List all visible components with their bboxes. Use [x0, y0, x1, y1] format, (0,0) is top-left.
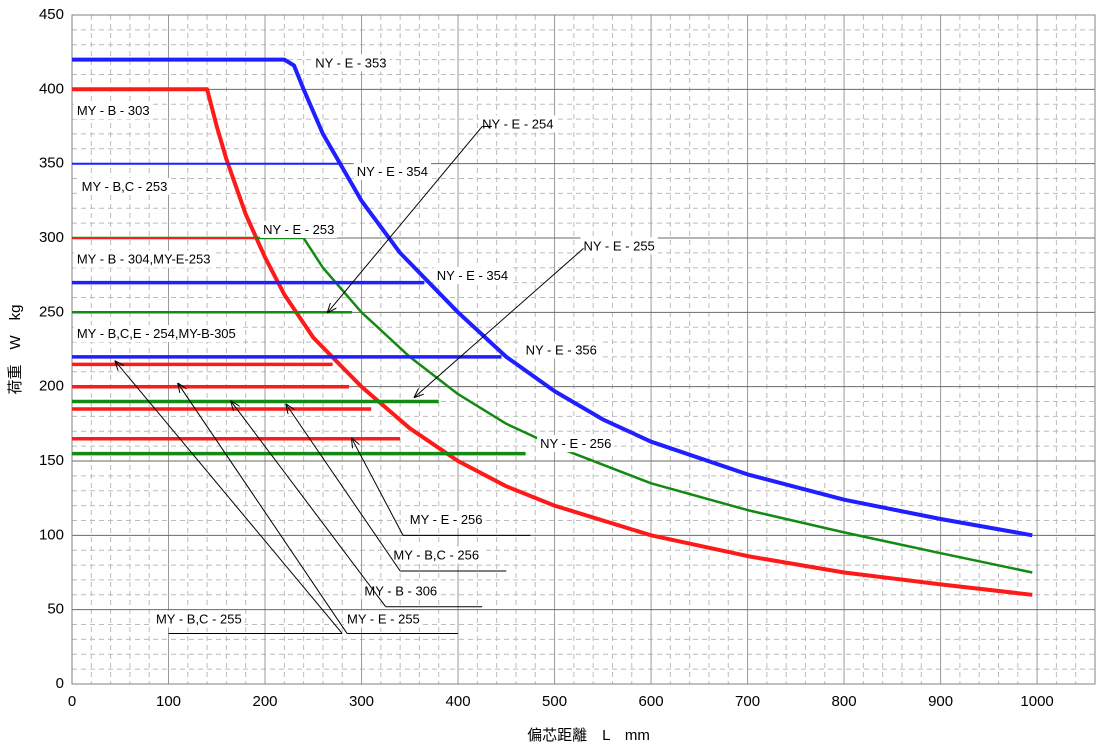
annotation-label-background — [580, 237, 658, 255]
series-annotation-label: NY - E - 254 — [482, 116, 553, 131]
x-tick-label: 500 — [542, 693, 567, 710]
annotation-label-background — [361, 582, 441, 600]
annotation-label-background — [406, 510, 486, 528]
annotation-label-background — [73, 102, 153, 120]
x-axis-tick-labels: 0 100 200 300 400 500 600 700 800 900 1000 — [68, 693, 1054, 710]
series-annotation-label: NY - E - 253 — [263, 222, 334, 237]
x-tick-label: 400 — [446, 693, 471, 710]
series-green-300 — [72, 236, 1033, 574]
y-tick-label: 100 — [39, 526, 64, 543]
x-tick-label: 0 — [68, 693, 76, 710]
series-annotation-label: MY - B - 303 — [77, 103, 150, 118]
annotation-label-background — [522, 341, 600, 359]
annotation-label-background — [152, 610, 245, 628]
series-annotation-label: MY - B - 304,MY-E-253 — [77, 252, 211, 267]
x-tick-label: 1000 — [1020, 693, 1053, 710]
x-tick-label: 700 — [735, 693, 760, 710]
leader-arrow — [178, 384, 348, 634]
y-tick-label: 200 — [39, 378, 64, 395]
leader-arrow — [352, 439, 404, 536]
y-tick-label: 350 — [39, 155, 64, 172]
annotation-label-background — [260, 221, 338, 239]
plot-frame — [71, 14, 1096, 685]
leader-arrow — [328, 126, 483, 313]
y-tick-label: 50 — [47, 601, 64, 618]
label-background-layer — [73, 54, 658, 628]
y-tick-label: 300 — [39, 229, 64, 246]
series-red-400 — [72, 87, 1033, 597]
leader-line-layer — [115, 126, 584, 634]
series-annotation-label: MY - E - 255 — [347, 612, 420, 627]
annotation-label-background — [353, 163, 431, 181]
series-annotation-label: NY - E - 256 — [540, 436, 611, 451]
y-axis-title: 荷重 W kg — [7, 304, 24, 394]
y-tick-label: 150 — [39, 452, 64, 469]
annotation-label-background — [433, 267, 512, 285]
x-tick-label: 600 — [639, 693, 664, 710]
y-tick-label: 0 — [56, 675, 64, 692]
series-annotation-label: MY - B,C - 253 — [82, 179, 168, 194]
y-tick-label: 400 — [39, 80, 64, 97]
x-tick-label: 200 — [253, 693, 278, 710]
series-annotation-label: NY - E - 354 — [357, 164, 428, 179]
leader-arrow — [286, 405, 401, 572]
annotation-label-layer: NY - E - 353 MY - B - 303 NY - E - 254 NY -… — [77, 55, 655, 626]
x-tick-label: 300 — [349, 693, 374, 710]
x-tick-label: 800 — [832, 693, 857, 710]
series-annotation-label: MY - B,C - 255 — [156, 612, 242, 627]
series-annotation-label: MY - B - 306 — [364, 583, 437, 598]
series-annotation-label: NY - E - 255 — [584, 238, 655, 253]
leader-arrow — [415, 248, 584, 397]
series-annotation-label: MY - B,C,E - 254,MY-B-305 — [77, 326, 236, 341]
x-tick-label: 100 — [156, 693, 181, 710]
leader-arrow — [115, 361, 343, 634]
y-axis-tick-labels: 0 50 100 150 200 250 300 350 400 450 — [39, 6, 64, 692]
annotation-label-background — [479, 115, 557, 133]
series-annotation-label: MY - B,C - 256 — [393, 548, 479, 563]
annotation-label-background — [78, 177, 171, 195]
series-annotation-label: NY - E - 353 — [315, 55, 386, 70]
leader-arrow — [231, 402, 387, 607]
annotation-label-background — [390, 546, 483, 564]
annotation-label-background — [73, 325, 239, 343]
series-layer — [72, 57, 1033, 597]
annotation-label-background — [537, 435, 615, 453]
x-tick-label: 900 — [928, 693, 953, 710]
series-annotation-label: NY - E - 356 — [526, 342, 597, 357]
annotation-label-background — [312, 54, 390, 72]
series-blue-420 — [72, 57, 1033, 538]
annotation-label-background — [344, 610, 423, 628]
y-tick-label: 450 — [39, 6, 64, 23]
major-grid — [71, 14, 1095, 685]
annotation-label-background — [73, 250, 214, 268]
x-axis-title: 偏芯距離 L mm — [527, 726, 650, 744]
series-annotation-label: NY - E - 354 — [437, 268, 508, 283]
series-annotation-label: MY - E - 256 — [410, 512, 483, 527]
y-tick-label: 250 — [39, 303, 64, 320]
